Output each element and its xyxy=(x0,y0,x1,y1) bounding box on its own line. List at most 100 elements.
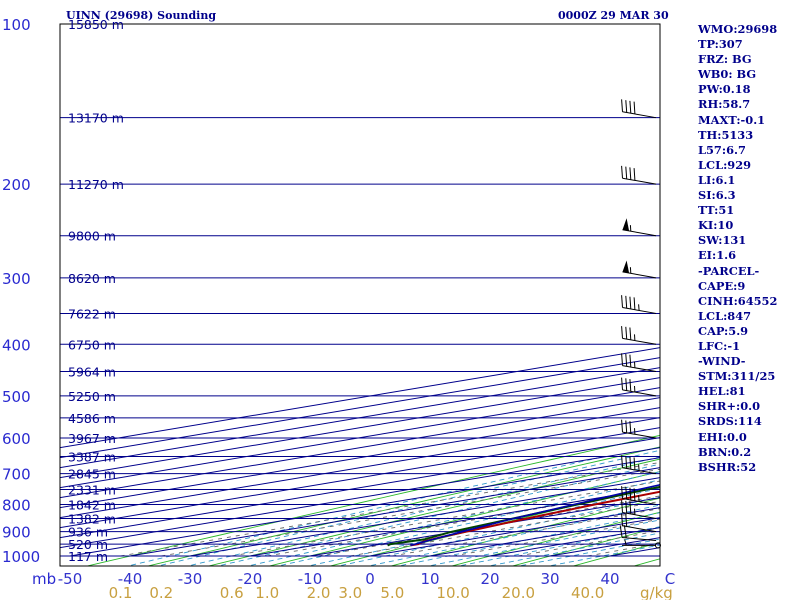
wind-barb xyxy=(621,513,657,533)
index-value: SRDS:114 xyxy=(698,414,762,429)
barb-feather xyxy=(621,295,623,308)
index-value: -PARCEL- xyxy=(698,263,760,278)
barb-feather xyxy=(625,166,628,180)
temperature-tick-label: -20 xyxy=(238,570,263,588)
wind-barb xyxy=(621,99,657,119)
wind-barbs xyxy=(619,99,661,549)
height-label: 11270 m xyxy=(68,177,124,192)
barb-feather xyxy=(623,525,627,538)
pressure-tick-label: 800 xyxy=(2,496,31,514)
dewpoint-trace xyxy=(387,485,660,547)
wind-barb xyxy=(621,486,657,505)
pressure-tick-label: 200 xyxy=(2,176,31,194)
barb-feather xyxy=(629,100,632,114)
temperature-tick-label: 10 xyxy=(420,570,439,588)
temperature-tick-label: 20 xyxy=(480,570,499,588)
barb-feather xyxy=(629,327,632,340)
height-label: 1842 m xyxy=(68,497,116,512)
index-value: WMO:29698 xyxy=(698,22,778,36)
barb-feather xyxy=(629,379,632,392)
barb-feather xyxy=(625,378,628,391)
isotherms xyxy=(60,347,660,557)
isotherm--140 xyxy=(60,367,660,469)
barb-staff xyxy=(622,177,657,185)
barb-feather xyxy=(629,487,632,501)
dry-adiabat--40 xyxy=(85,434,660,566)
barb-staff xyxy=(622,431,657,439)
isotherm--50 xyxy=(69,457,660,557)
isotherm--130 xyxy=(60,377,660,479)
mixing-line-10 xyxy=(453,518,660,557)
barb-feather xyxy=(621,353,623,366)
parcel-trace xyxy=(410,484,660,547)
barb-staff xyxy=(622,525,657,533)
sounding-time: 0000Z 29 MAR 30 xyxy=(558,9,669,22)
mixing-ratio-tick-label: 5.0 xyxy=(380,584,404,600)
sounding-traces xyxy=(387,484,660,547)
pressure-tick-label: 500 xyxy=(2,388,31,406)
height-label: 2331 m xyxy=(68,483,116,498)
wind-barb xyxy=(619,525,657,541)
index-value: WB0: BG xyxy=(698,67,757,82)
isotherm--120 xyxy=(60,387,660,489)
wind-barb xyxy=(621,165,657,185)
temperature-tick-label: 30 xyxy=(540,570,559,588)
pressure-tick-label: 600 xyxy=(2,430,31,448)
barb-feather xyxy=(625,100,628,113)
temperature-tick-label: 0 xyxy=(365,570,375,588)
barb-feather xyxy=(621,486,623,499)
isotherm--60 xyxy=(60,447,660,549)
barb-feather xyxy=(629,421,632,434)
mixing-ratio-unit-label: g/kg xyxy=(640,584,673,600)
barb-feather xyxy=(625,500,628,514)
wind-barb xyxy=(621,377,657,397)
isotherm--100 xyxy=(60,407,660,509)
index-value: RH:58.7 xyxy=(698,97,751,112)
index-value: TT:51 xyxy=(698,203,735,218)
indices-panel: WMO:29698 TP:307 FRZ: BG WB0: BG PW:0.18 RH:5… xyxy=(698,22,798,475)
wind-barb xyxy=(621,326,657,345)
height-label: 5964 m xyxy=(68,365,116,380)
index-value: CINH:64552 xyxy=(698,293,778,308)
barb-pennant xyxy=(622,260,630,274)
wind-barb xyxy=(622,260,657,279)
index-value: TH:5133 xyxy=(698,127,754,142)
index-value: SI:6.3 xyxy=(698,188,736,203)
temperature-tick-label: -40 xyxy=(118,570,143,588)
wind-barb xyxy=(622,218,657,237)
barb-feather xyxy=(629,167,632,180)
index-value: BRN:0.2 xyxy=(698,444,752,459)
barb-feather xyxy=(625,514,628,527)
temperature-tick-label: -10 xyxy=(298,570,323,588)
wind-barb xyxy=(621,295,657,314)
moist-adiabat--15 xyxy=(216,463,660,566)
barb-feather xyxy=(621,500,623,513)
pressure-tick-label: 1000 xyxy=(2,548,40,566)
index-value: BSHR:52 xyxy=(698,459,757,474)
barb-feather xyxy=(633,297,636,310)
height-label: 15850 m xyxy=(68,17,124,32)
temperature-tick-label: C xyxy=(665,570,675,588)
barb-feather xyxy=(619,525,623,538)
index-value: LI:6.1 xyxy=(698,172,736,187)
barb-pennant xyxy=(622,218,630,231)
isotherm--70 xyxy=(60,437,660,539)
barb-feather xyxy=(629,501,632,515)
barb-feather xyxy=(625,295,628,309)
wind-barb xyxy=(621,353,657,373)
barb-feather xyxy=(621,513,623,526)
barb-half-feather xyxy=(638,464,640,471)
index-value: LFC:-1 xyxy=(698,338,741,353)
barb-feather xyxy=(629,296,632,310)
mixing-ratio-tick-label: 40.0 xyxy=(571,584,604,600)
barb-feather xyxy=(625,486,628,500)
barb-feather xyxy=(625,456,628,469)
barb-staff xyxy=(622,389,657,397)
pressure-tick-label: 700 xyxy=(2,466,31,484)
height-label: 4586 m xyxy=(68,411,116,426)
barb-feather xyxy=(621,99,623,112)
barb-feather xyxy=(629,354,632,368)
index-value: MAXT:-0.1 xyxy=(698,112,766,127)
